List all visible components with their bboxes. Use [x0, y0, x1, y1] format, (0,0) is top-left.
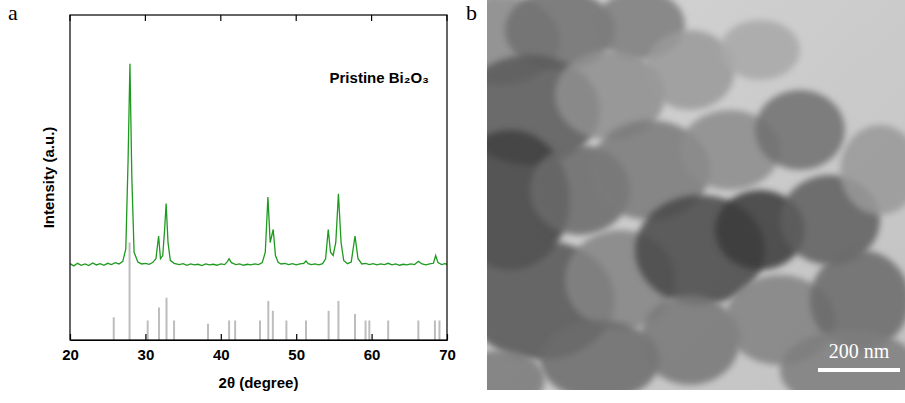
particle [755, 90, 845, 170]
reference-peak [328, 311, 330, 340]
x-tick: 70 [439, 334, 456, 363]
reference-peak [368, 321, 370, 341]
reference-peak [113, 317, 115, 340]
reference-peak [173, 321, 175, 341]
x-tick-label: 50 [288, 346, 305, 363]
reference-peak [228, 321, 230, 341]
x-tick-mark [296, 334, 297, 340]
panel-label: b [466, 0, 477, 25]
x-tick-label: 30 [138, 346, 155, 363]
reference-peak [387, 321, 389, 341]
reference-peak [305, 321, 307, 341]
x-tick-mark-top [69, 15, 70, 21]
reference-peak [207, 324, 209, 340]
reference-peak [417, 321, 419, 341]
particle [780, 330, 905, 390]
x-tick-label: 20 [62, 346, 79, 363]
y-axis-title: Intensity (a.u.) [40, 127, 57, 229]
reference-peak [272, 311, 274, 340]
particle [840, 125, 905, 215]
plot-frame [70, 15, 447, 340]
reference-peak [438, 321, 440, 341]
x-tick-mark-top [371, 15, 372, 21]
x-tick-mark [372, 334, 373, 340]
x-tick-mark-top [296, 15, 297, 21]
x-tick: 60 [364, 334, 381, 363]
x-axis-line [71, 340, 448, 341]
x-tick-mark [70, 334, 71, 340]
reference-peak [285, 321, 287, 341]
x-tick-label: 60 [364, 346, 381, 363]
reference-peak [259, 321, 261, 341]
tem-image [487, 0, 905, 390]
panel-label: a [8, 0, 18, 25]
x-tick: 40 [213, 334, 230, 363]
x-tick: 20 [62, 334, 79, 363]
x-tick-mark [221, 334, 222, 340]
reference-peak [365, 321, 367, 341]
reference-peak [354, 314, 356, 340]
x-tick-mark-top [220, 15, 221, 21]
reference-peak [337, 301, 339, 340]
reference-peak [129, 243, 131, 341]
x-tick-mark [145, 334, 146, 340]
x-tick-mark-top [446, 15, 447, 21]
xrd-trace [70, 64, 447, 266]
x-axis-title: 2θ (degree) [219, 374, 299, 391]
reference-peak [166, 298, 168, 340]
figure: 20 30 40 50 60 70 2θ (degree) Intensity (a.u.) P… [0, 0, 905, 403]
x-tick: 30 [138, 334, 155, 363]
particle [640, 295, 740, 385]
reference-peak [267, 301, 269, 340]
reference-peak [147, 321, 149, 341]
x-tick-mark-top [145, 15, 146, 21]
reference-peak [158, 308, 160, 341]
scale-bar [818, 368, 900, 372]
particle [720, 20, 800, 80]
legend-label: Pristine Bi₂O₃ [330, 69, 430, 86]
x-axis: 20 30 40 50 60 70 [62, 334, 456, 363]
reference-peak [434, 321, 436, 341]
x-tick-mark [447, 334, 448, 340]
x-tick-label: 70 [439, 346, 456, 363]
plot-marks [70, 64, 447, 340]
scale-bar-label: 200 nm [829, 340, 890, 362]
particle [487, 350, 545, 390]
x-tick-label: 40 [213, 346, 230, 363]
reference-peak [234, 321, 236, 341]
x-tick: 50 [288, 334, 305, 363]
